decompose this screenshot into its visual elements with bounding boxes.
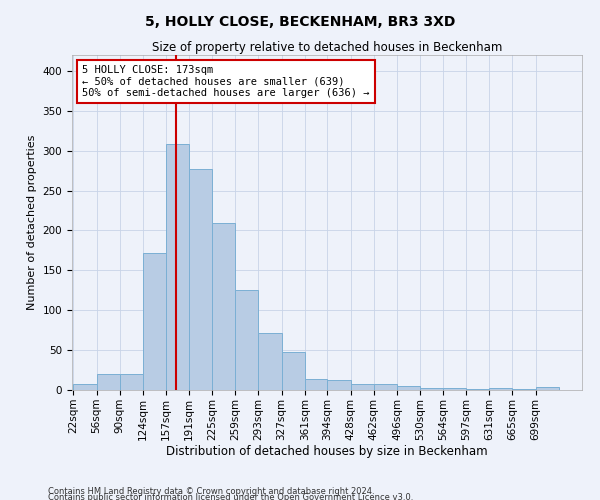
Bar <box>120 374 143 390</box>
Y-axis label: Number of detached properties: Number of detached properties <box>27 135 37 310</box>
Bar <box>189 169 212 390</box>
Bar <box>374 384 397 390</box>
Title: Size of property relative to detached houses in Beckenham: Size of property relative to detached ho… <box>152 41 502 54</box>
Bar <box>489 388 512 390</box>
Bar <box>420 388 443 390</box>
Bar <box>305 379 328 390</box>
Text: 5, HOLLY CLOSE, BECKENHAM, BR3 3XD: 5, HOLLY CLOSE, BECKENHAM, BR3 3XD <box>145 15 455 29</box>
Bar <box>512 389 536 390</box>
Bar <box>281 352 305 390</box>
X-axis label: Distribution of detached houses by size in Beckenham: Distribution of detached houses by size … <box>166 446 488 458</box>
Bar <box>73 384 97 390</box>
Bar <box>143 253 166 390</box>
Bar <box>397 386 420 390</box>
Bar <box>97 374 120 390</box>
Bar <box>350 384 374 390</box>
Text: 5 HOLLY CLOSE: 173sqm
← 50% of detached houses are smaller (639)
50% of semi-det: 5 HOLLY CLOSE: 173sqm ← 50% of detached … <box>82 65 370 98</box>
Bar <box>536 387 559 390</box>
Bar <box>443 388 466 390</box>
Text: Contains public sector information licensed under the Open Government Licence v3: Contains public sector information licen… <box>48 492 413 500</box>
Bar <box>328 380 350 390</box>
Bar <box>466 389 489 390</box>
Bar <box>259 332 281 390</box>
Bar <box>235 290 259 390</box>
Text: Contains HM Land Registry data © Crown copyright and database right 2024.: Contains HM Land Registry data © Crown c… <box>48 486 374 496</box>
Bar <box>212 222 235 390</box>
Bar <box>166 144 189 390</box>
